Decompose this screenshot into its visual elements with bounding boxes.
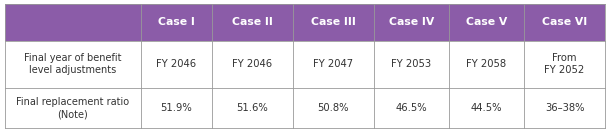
Text: FY 2046: FY 2046 — [232, 59, 272, 69]
Bar — [524, 41, 605, 88]
Text: FY 2053: FY 2053 — [392, 59, 431, 69]
Bar — [524, 4, 605, 41]
Bar — [5, 88, 141, 128]
Bar — [141, 88, 212, 128]
Text: Final replacement ratio
(Note): Final replacement ratio (Note) — [16, 97, 129, 119]
Text: FY 2046: FY 2046 — [156, 59, 196, 69]
Bar — [449, 41, 524, 88]
Text: FY 2047: FY 2047 — [314, 59, 353, 69]
Bar — [374, 41, 449, 88]
Text: Case V: Case V — [466, 17, 507, 27]
Bar — [141, 4, 212, 41]
Bar — [374, 4, 449, 41]
Bar — [5, 41, 141, 88]
Text: 51.6%: 51.6% — [236, 103, 268, 113]
Text: 46.5%: 46.5% — [396, 103, 428, 113]
Bar — [212, 4, 293, 41]
Text: From
FY 2052: From FY 2052 — [544, 53, 584, 75]
Bar — [141, 41, 212, 88]
Text: 50.8%: 50.8% — [318, 103, 349, 113]
Text: FY 2058: FY 2058 — [467, 59, 506, 69]
Bar — [212, 88, 293, 128]
Text: Case III: Case III — [311, 17, 356, 27]
Text: Case I: Case I — [158, 17, 195, 27]
Bar — [293, 88, 374, 128]
Bar — [212, 41, 293, 88]
Text: 44.5%: 44.5% — [471, 103, 502, 113]
Bar — [449, 88, 524, 128]
Text: Case II: Case II — [232, 17, 273, 27]
Text: Final year of benefit
level adjustments: Final year of benefit level adjustments — [24, 53, 122, 75]
Text: Case IV: Case IV — [389, 17, 434, 27]
Text: 51.9%: 51.9% — [160, 103, 192, 113]
Bar — [293, 41, 374, 88]
Bar — [293, 4, 374, 41]
Bar — [5, 4, 141, 41]
Bar — [524, 88, 605, 128]
Text: 36–38%: 36–38% — [545, 103, 584, 113]
Bar — [449, 4, 524, 41]
Text: Case VI: Case VI — [542, 17, 587, 27]
Bar — [374, 88, 449, 128]
